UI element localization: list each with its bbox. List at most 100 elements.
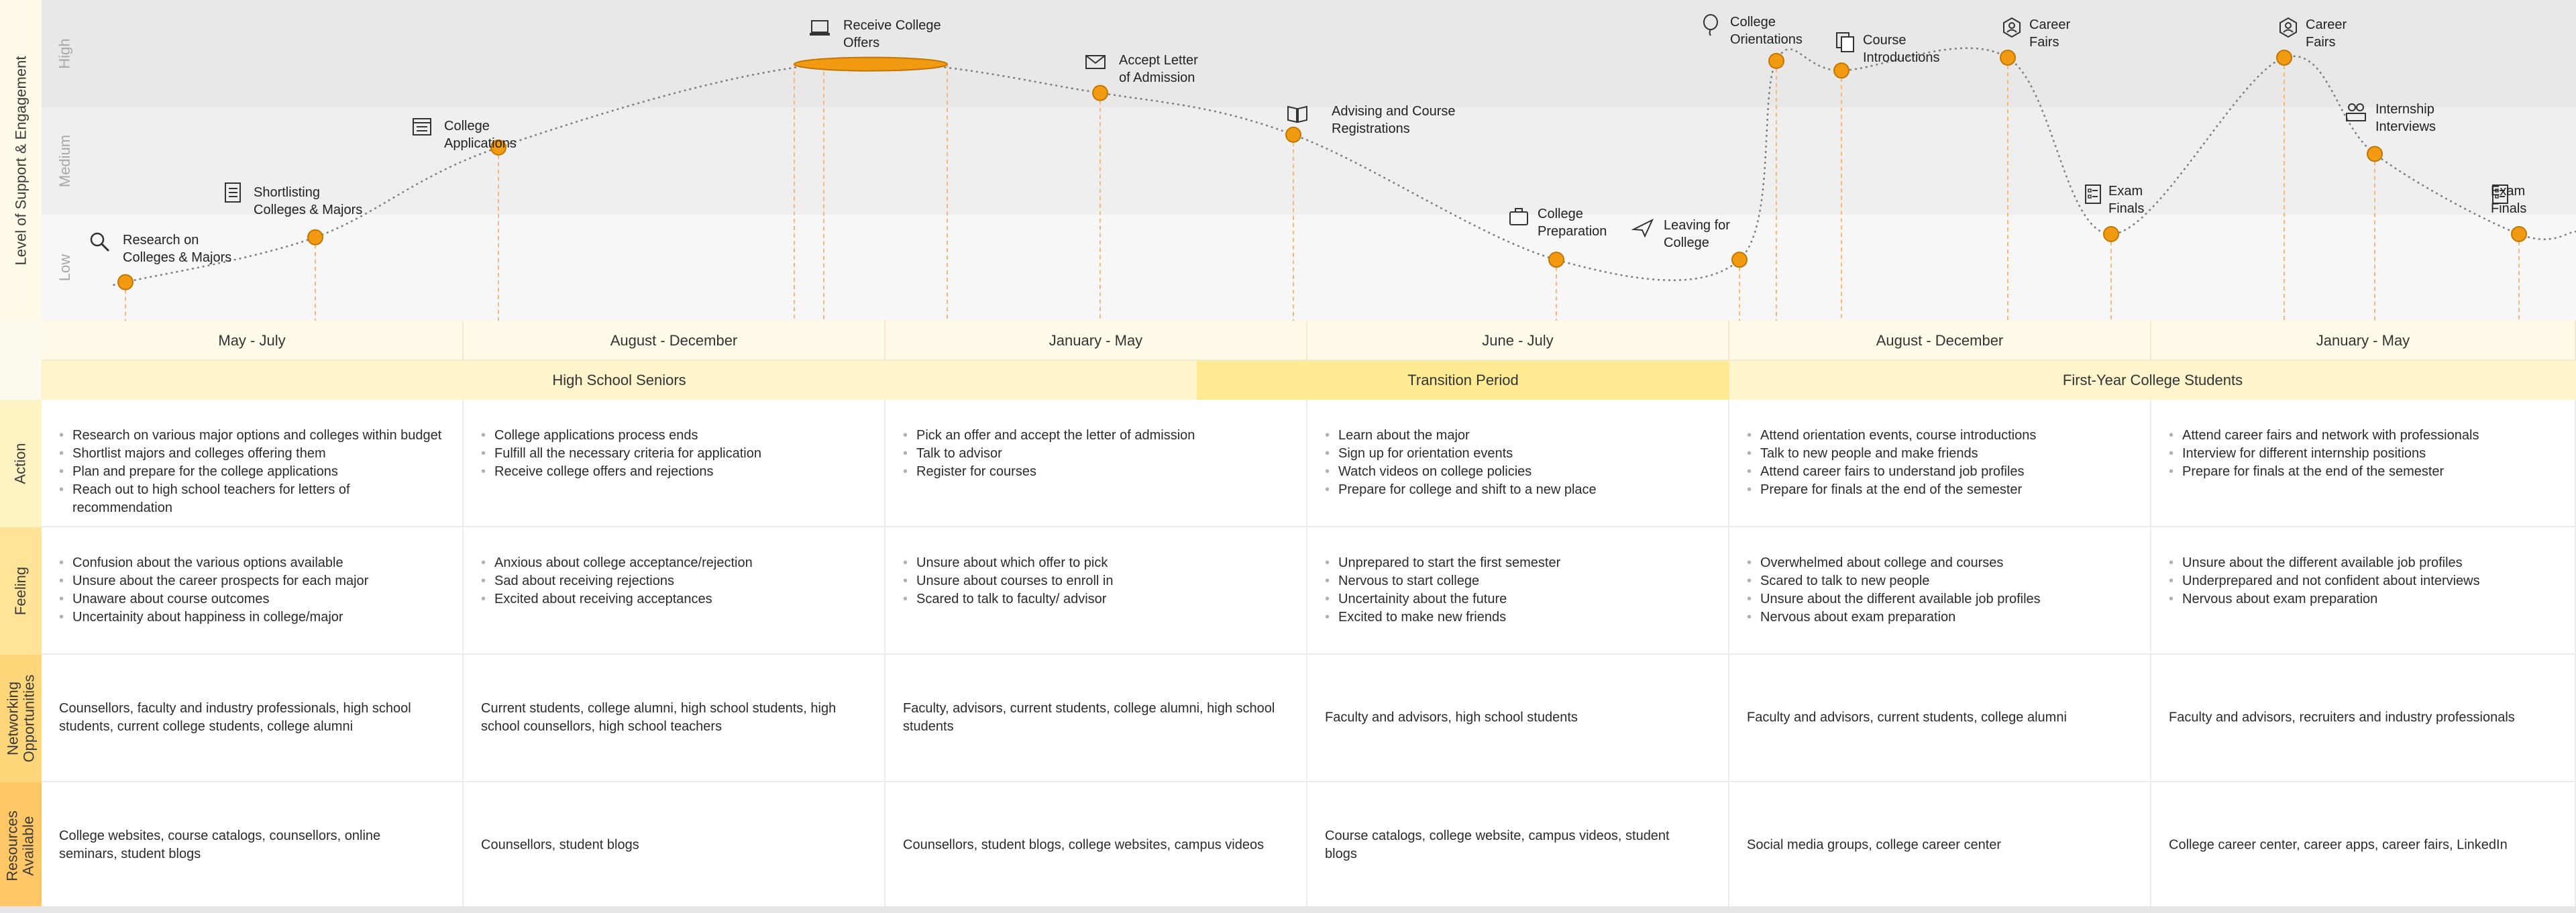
milestone-label: College Applications <box>444 119 517 151</box>
cell-list: Anxious about college acceptance/rejecti… <box>464 527 884 608</box>
cell-list-item: Excited to make new friends <box>1325 608 1715 627</box>
engagement-curve <box>110 47 2576 286</box>
cell-list-item: Plan and prepare for the college applica… <box>59 463 449 481</box>
band-high <box>42 0 2576 107</box>
milestone-label: Career Fairs <box>2306 17 2347 50</box>
milestone-label: Leaving for College <box>1664 218 1730 250</box>
cell-list-item: Attend orientation events, course introd… <box>1747 427 2137 445</box>
milestone-marker <box>2276 50 2292 66</box>
journey-cell: Counsellors, faculty and industry profes… <box>42 655 464 782</box>
journey-cell: Faculty and advisors, current students, … <box>1729 655 2151 782</box>
cell-text: Faculty and advisors, high school studen… <box>1325 710 1578 725</box>
milestone-label: Internship Interviews <box>2375 102 2436 134</box>
milestone-marker <box>1833 62 1849 79</box>
cell-list-item: Talk to new people and make friends <box>1747 445 2137 463</box>
cell-text: Course catalogs, college website, campus… <box>1325 828 1670 861</box>
cell-list: Unsure about the different available job… <box>2151 527 2575 608</box>
cell-list-item: Overwhelmed about college and courses <box>1747 554 2137 572</box>
journey-cell: Overwhelmed about college and coursesSca… <box>1729 527 2151 655</box>
journey-cell: Pick an offer and accept the letter of a… <box>885 400 1307 527</box>
side-strip-action <box>0 400 42 527</box>
cell-text: Social media groups, college career cent… <box>1747 837 2002 853</box>
engagement-chart <box>110 47 2576 321</box>
cell-text: College career center, career apps, care… <box>2169 837 2508 853</box>
journey-cell: Unsure about the different available job… <box>2151 527 2576 655</box>
milestone-marker <box>307 229 323 246</box>
cell-list-item: Uncertainity about the future <box>1325 590 1715 608</box>
cell-list: Overwhelmed about college and coursesSca… <box>1729 527 2150 627</box>
cell-text: College websites, course catalogs, couns… <box>59 828 381 861</box>
exam-icon <box>2082 182 2104 205</box>
cell-text: Faculty and advisors, recruiters and ind… <box>2169 710 2515 725</box>
career-icon <box>2000 16 2023 39</box>
period-cell: August - December <box>1729 321 2151 361</box>
milestone-label: Receive College Offers <box>843 18 941 50</box>
search-icon <box>89 231 111 254</box>
milestone-label: Shortlisting Colleges & Majors <box>254 185 363 217</box>
cell-text: Current students, college alumni, high s… <box>481 701 837 734</box>
cell-list-item: Unsure about the different available job… <box>1747 590 2137 608</box>
cell-list-item: Register for courses <box>903 463 1293 481</box>
cell-list-item: Nervous about exam preparation <box>2169 590 2561 608</box>
period-cell: May - July <box>42 321 464 361</box>
cell-list-item: Fulfill all the necessary criteria for a… <box>481 445 871 463</box>
side-strip-chart <box>0 0 42 321</box>
period-cell: January - May <box>885 321 1307 361</box>
cell-list: College applications process endsFulfill… <box>464 400 884 481</box>
journey-cell: College websites, course catalogs, couns… <box>42 782 464 910</box>
milestone-marker <box>490 139 506 156</box>
journey-cell: Learn about the majorSign up for orienta… <box>1307 400 1729 527</box>
phase-cell: Transition Period <box>1197 361 1729 400</box>
journey-cell: Attend career fairs and network with pro… <box>2151 400 2576 527</box>
journey-cell: Unprepared to start the first semesterNe… <box>1307 527 1729 655</box>
cell-list-item: Learn about the major <box>1325 427 1715 445</box>
checklist-icon <box>221 181 244 204</box>
milestone-marker <box>117 274 133 290</box>
cell-list-item: Talk to advisor <box>903 445 1293 463</box>
side-strip-networking <box>0 655 42 782</box>
row-header: Feeling <box>12 566 29 616</box>
cell-list-item: Receive college offers and rejections <box>481 463 871 481</box>
journey-cell: Unsure about which offer to pickUnsure a… <box>885 527 1307 655</box>
cell-list-item: Anxious about college acceptance/rejecti… <box>481 554 871 572</box>
cell-list-item: Prepare for finals at the end of the sem… <box>2169 463 2561 481</box>
cell-list: Research on various major options and co… <box>42 400 462 517</box>
cell-list-item: Unsure about the career prospects for ea… <box>59 572 449 590</box>
cell-text: Counsellors, student blogs, college webs… <box>903 837 1265 853</box>
cell-list: Confusion about the various options avai… <box>42 527 462 627</box>
journey-cell: College career center, career apps, care… <box>2151 782 2576 910</box>
cell-list-item: Unprepared to start the first semester <box>1325 554 1715 572</box>
cell-list: Attend orientation events, course introd… <box>1729 400 2150 499</box>
milestone-label: Exam Finals <box>2108 184 2145 216</box>
cell-list-item: Scared to talk to new people <box>1747 572 2137 590</box>
cell-text: Counsellors, faculty and industry profes… <box>59 701 411 734</box>
cell-text: Faculty and advisors, current students, … <box>1747 710 2067 725</box>
milestone-marker <box>1768 52 1784 69</box>
side-strip-feeling <box>0 527 42 655</box>
period-cell: January - May <box>2151 321 2576 361</box>
cell-list-item: Nervous to start college <box>1325 572 1715 590</box>
milestone-marker <box>1548 252 1564 268</box>
cell-text: Counsellors, student blogs <box>481 837 639 853</box>
journey-cell: Faculty and advisors, high school studen… <box>1307 655 1729 782</box>
journey-cell: College applications process endsFulfill… <box>464 400 885 527</box>
laptop-icon <box>808 17 831 40</box>
cell-text: Faculty, advisors, current students, col… <box>903 701 1275 734</box>
cell-list: Pick an offer and accept the letter of a… <box>885 400 1306 481</box>
cell-list-item: Reach out to high school teachers for le… <box>59 481 449 517</box>
cell-list-item: Unsure about courses to enroll in <box>903 572 1293 590</box>
interview-icon <box>2345 101 2367 123</box>
cell-list-item: Prepare for finals at the end of the sem… <box>1747 481 2137 499</box>
exam-icon <box>2489 182 2512 205</box>
milestone-marker <box>1092 85 1108 101</box>
documents-icon <box>1834 31 1857 54</box>
milestone-marker <box>2367 146 2383 162</box>
cell-list-item: Research on various major options and co… <box>59 427 449 445</box>
phase-cell: First-Year College Students <box>1729 361 2576 400</box>
side-strip-period <box>0 321 42 400</box>
milestone-label: Exam Finals <box>2491 184 2527 216</box>
milestone-label: Research on Colleges & Majors <box>123 233 232 265</box>
cell-list: Unprepared to start the first semesterNe… <box>1307 527 1728 627</box>
period-cell: August - December <box>464 321 885 361</box>
cell-list-item: Prepare for college and shift to a new p… <box>1325 481 1715 499</box>
